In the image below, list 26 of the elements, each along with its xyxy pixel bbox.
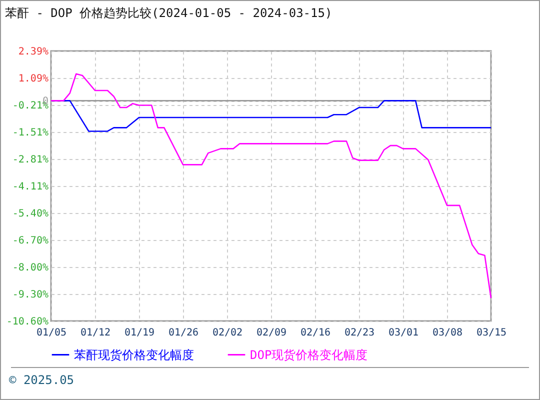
x-tick-label: 01/26	[168, 328, 199, 338]
y-tick-label: -6.70%	[12, 235, 48, 246]
y-tick-label: 2.39%	[18, 46, 48, 58]
y-tick-label: -2.81%	[12, 154, 48, 166]
line-series	[50, 73, 492, 299]
x-tick-label: 03/08	[432, 328, 463, 338]
x-tick-label: 02/23	[344, 328, 375, 338]
x-tick-label: 02/09	[256, 328, 287, 338]
chart-title: 苯酐 - DOP 价格趋势比较(2024-01-05 - 2024-03-15)	[5, 6, 332, 20]
x-tick-label: 03/01	[388, 328, 419, 338]
x-tick-label: 01/12	[80, 328, 111, 338]
y-tick-label: 1.09%	[18, 74, 48, 85]
x-tick-label: 01/05	[36, 328, 67, 338]
x-tick-label: 03/15	[476, 328, 507, 338]
text: © 2025.05	[9, 373, 74, 387]
x-tick-label: 01/19	[124, 328, 155, 338]
y-tick-label: -10.60%	[6, 316, 48, 328]
y-tick-label: -9.30%	[12, 289, 48, 300]
y-tick-label: -5.40%	[12, 208, 48, 220]
legend-label: DOP现货价格变化幅度	[250, 348, 368, 362]
legend-label: 苯酐现货价格变化幅度	[74, 348, 194, 362]
y-tick-label: -1.51%	[12, 128, 48, 139]
y-tick-label: -8.00%	[12, 262, 48, 274]
y-tick-label: -4.11%	[12, 182, 48, 193]
x-tick-label: 02/02	[212, 328, 243, 338]
x-tick-label: 02/16	[300, 328, 331, 338]
